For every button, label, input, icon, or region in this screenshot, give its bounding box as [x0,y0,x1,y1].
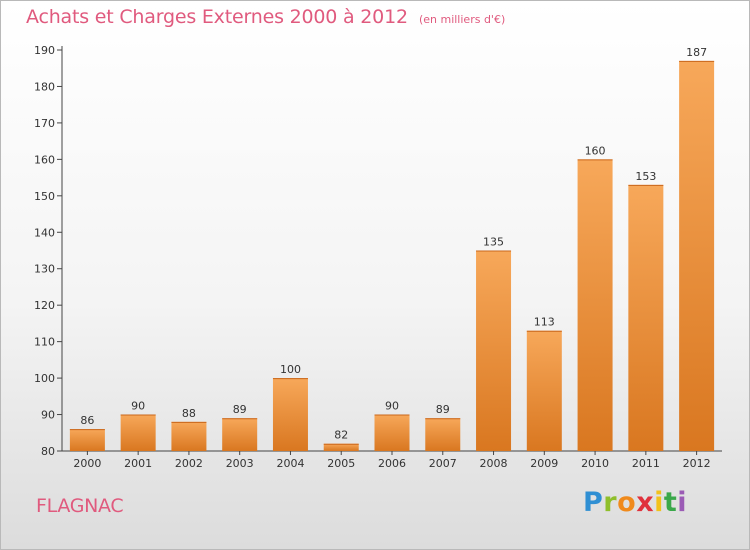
logo-letter: t [663,487,678,518]
y-tick-label: 170 [34,117,55,130]
x-tick-label: 2011 [632,457,660,470]
bar-value-label: 187 [686,46,707,59]
logo-letter: r [603,487,618,518]
bar-value-label: 89 [436,403,450,416]
bar-value-label: 153 [635,170,656,183]
logo-letter: P [583,487,604,518]
bar [120,414,156,451]
bar-value-label: 90 [385,400,399,413]
chart-subtitle: (en milliers d'€) [418,13,506,26]
y-tick-label: 190 [34,44,55,57]
bar-value-label: 135 [483,236,504,249]
bar-value-label: 89 [233,403,247,416]
bar-value-label: 86 [80,414,94,427]
bar [272,378,308,451]
bar-value-label: 90 [131,400,145,413]
x-tick-label: 2006 [378,457,406,470]
x-tick-label: 2002 [175,457,203,470]
x-tick-label: 2003 [226,457,254,470]
y-tick-label: 130 [34,263,55,276]
chart-title: Achats et Charges Externes 2000 à 2012 [26,6,408,28]
bar [526,330,562,451]
x-tick-label: 2010 [581,457,609,470]
proxiti-logo: Proxiti [583,487,687,518]
title-row: Achats et Charges Externes 2000 à 2012 (… [26,6,505,28]
logo-letter: i [677,487,688,518]
bar [679,60,715,451]
chart-axes: 80 90 100 110 120 130 140 150 160 170 180 190 2000 20… [34,44,722,470]
bar-value-label: 88 [182,407,196,420]
bar [222,418,258,451]
y-tick-label: 160 [34,153,55,166]
y-tick-label: 140 [34,226,55,239]
x-tick-label: 2009 [530,457,558,470]
logo-letter: i [654,487,664,518]
x-tick-label: 2012 [683,457,711,470]
x-tick-label: 2004 [276,457,304,470]
x-tick-label: 2005 [327,457,355,470]
bar-value-label: 82 [334,429,348,442]
y-tick-label: 110 [34,336,55,349]
y-tick-label: 80 [41,445,55,458]
x-tick-label: 2000 [73,457,101,470]
y-tick-label: 90 [41,409,55,422]
chart-bars: 86 90 88 89 100 82 90 89 135 113 160 153 187 [69,46,715,451]
bar [69,429,105,451]
bar [628,184,664,451]
bar [577,159,613,451]
bar [374,414,410,451]
logo-letter: o [617,487,637,518]
bar-value-label: 160 [585,144,606,157]
bar [425,418,461,451]
x-tick-label: 2007 [429,457,457,470]
y-tick-label: 150 [34,190,55,203]
x-tick-label: 2001 [124,457,152,470]
commune-name: FLAGNAC [36,495,124,517]
y-tick-label: 100 [34,372,55,385]
bar-value-label: 100 [280,363,301,376]
logo-letter: x [636,487,655,518]
y-tick-label: 180 [34,80,55,93]
x-tick-label: 2008 [480,457,508,470]
bar [323,443,359,451]
y-tick-label: 120 [34,299,55,312]
bar [171,421,207,451]
bar [476,250,512,451]
bar-value-label: 113 [534,316,555,329]
